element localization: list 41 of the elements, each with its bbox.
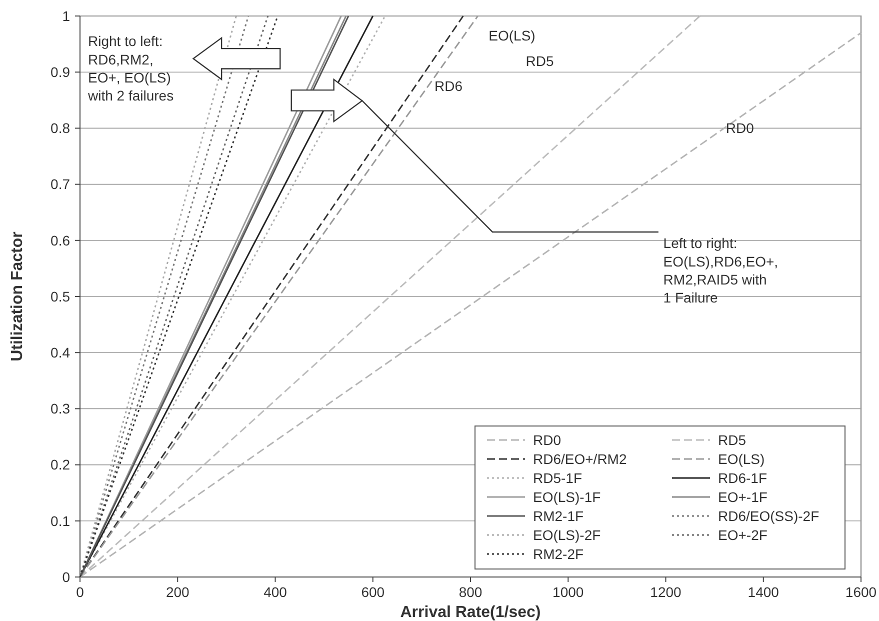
annotation: Right to left: RD6,RM2, EO+, EO(LS) with 2 failures bbox=[87, 33, 174, 104]
x-tick-label: 600 bbox=[361, 584, 385, 600]
x-tick-label: 0 bbox=[76, 584, 84, 600]
annotation: RD0 bbox=[726, 120, 754, 136]
x-tick-label: 400 bbox=[264, 584, 288, 600]
y-tick-label: 0 bbox=[62, 568, 70, 585]
x-tick-label: 1600 bbox=[845, 584, 877, 600]
y-tick-label: 0.7 bbox=[50, 176, 70, 192]
x-tick-label: 1400 bbox=[748, 584, 780, 600]
annotation: RD6 bbox=[434, 78, 463, 94]
y-tick-label: 0.6 bbox=[50, 232, 70, 248]
y-tick-label: 1 bbox=[62, 8, 70, 24]
x-tick-label: 1000 bbox=[552, 584, 584, 600]
x-axis-title: Arrival Rate(1/sec) bbox=[400, 604, 541, 621]
y-tick-label: 0.2 bbox=[50, 456, 70, 473]
legend-label: EO(LS)-1F bbox=[533, 488, 601, 505]
legend-label: EO+-2F bbox=[718, 526, 768, 543]
y-tick-label: 0.4 bbox=[50, 344, 70, 360]
x-tick-label: 200 bbox=[166, 584, 190, 600]
legend-label: RD5-1F bbox=[533, 470, 582, 486]
y-tick-label: 0.1 bbox=[50, 512, 70, 529]
legend-label: RD5 bbox=[718, 432, 746, 448]
y-tick-label: 0.9 bbox=[50, 64, 70, 80]
y-tick-label: 0.8 bbox=[50, 120, 70, 136]
legend-label: RD6/EO(SS)-2F bbox=[718, 508, 820, 524]
legend-label: RM2-2F bbox=[533, 546, 584, 562]
annotation: RD5 bbox=[526, 52, 554, 69]
legend-label: EO(LS) bbox=[718, 450, 765, 467]
legend-label: EO+-1F bbox=[718, 488, 768, 505]
annotation: Left to right: EO(LS),RD6,EO+, RM2,RAID5 with 1 Failure bbox=[663, 235, 778, 306]
annotation: EO(LS) bbox=[488, 28, 536, 44]
y-tick-label: 0.3 bbox=[50, 400, 70, 417]
y-tick-label: 0.5 bbox=[50, 288, 70, 304]
y-axis-title: Utilization Factor bbox=[9, 232, 26, 362]
legend-label: RD6-1F bbox=[718, 470, 768, 486]
x-tick-label: 1200 bbox=[650, 584, 682, 600]
legend-label: EO(LS)-2F bbox=[533, 526, 601, 543]
legend-label: RD6/EO+/RM2 bbox=[533, 450, 627, 467]
x-tick-label: 800 bbox=[458, 584, 482, 600]
legend-label: RD0 bbox=[533, 432, 562, 448]
legend-label: RM2-1F bbox=[533, 508, 584, 524]
